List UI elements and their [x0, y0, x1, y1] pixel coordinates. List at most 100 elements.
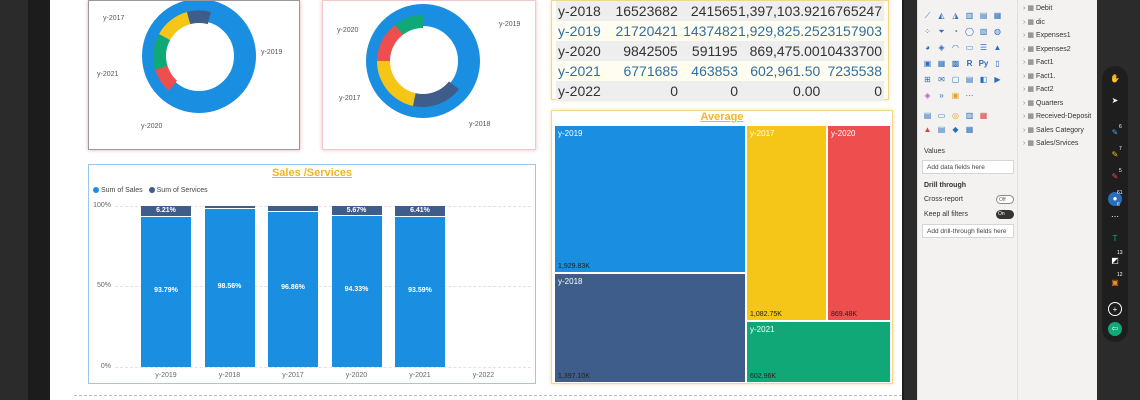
pointer-icon[interactable]: ➤ [1111, 96, 1119, 105]
legend-item-sales[interactable]: Sum of Sales [93, 187, 143, 194]
kpi-icon[interactable]: ▲ [993, 43, 1002, 52]
custom-visual-icon[interactable]: ◆ [952, 125, 959, 134]
sales-services-chart[interactable]: Sales /Services Sum of Sales Sum of Serv… [88, 164, 536, 384]
custom-visual-icon[interactable]: ◎ [952, 111, 959, 120]
chevron-right-icon[interactable]: › [1023, 45, 1026, 53]
bar-segment-services[interactable]: 5.67% [331, 206, 382, 216]
data-table[interactable]: y-2018 16523682 241565 1,397,103.92 1676… [551, 0, 889, 101]
qa-icon[interactable]: ✉ [938, 75, 945, 84]
multirow-card-icon[interactable]: ☰ [979, 43, 988, 52]
bar-segment-services[interactable] [268, 206, 318, 212]
stacked-bar[interactable]: 96.86% [268, 206, 318, 367]
field-table-item[interactable]: › ▦ Sales Category [1023, 126, 1084, 134]
legend-item-services[interactable]: Sum of Services [148, 187, 208, 194]
table-icon[interactable]: ▦ [937, 59, 946, 68]
pen-red-icon[interactable]: ✎ [1111, 172, 1119, 181]
keep-all-filters-toggle[interactable]: On [996, 210, 1014, 219]
bar-segment-services[interactable]: 6.41% [395, 206, 445, 217]
add-icon[interactable]: + [1108, 302, 1122, 316]
narrative-icon[interactable]: ▢ [951, 75, 960, 84]
field-table-item[interactable]: › ▦ Received-Deposit [1023, 112, 1091, 120]
donut-chart-left[interactable]: y-2017 y-2019 y-2021 y-2020 [88, 0, 300, 150]
stacked-area-icon[interactable]: ◮ [952, 11, 959, 20]
stacked-bar[interactable]: 5.67% 94.33% [331, 206, 382, 367]
field-table-item[interactable]: › ▦ Fact1 [1023, 58, 1053, 66]
bar-segment-sales[interactable]: 94.33% [331, 216, 382, 367]
chevron-right-icon[interactable]: › [1023, 5, 1026, 12]
custom-visual-icon[interactable]: ▥ [965, 111, 974, 120]
custom-visual-icon[interactable]: ▤ [923, 111, 932, 120]
map-icon[interactable]: ◍ [994, 27, 1001, 36]
combo-chart-icon[interactable]: ▥ [965, 11, 974, 20]
eraser-icon[interactable]: ◩ [1111, 256, 1119, 265]
field-table-item[interactable]: › ▦ Debit [1023, 4, 1052, 12]
stacked-bar[interactable]: 6.41% 93.59% [395, 206, 445, 367]
scatter-icon[interactable]: ⁘ [924, 27, 931, 36]
chevron-right-icon[interactable]: › [1023, 86, 1026, 93]
chevron-right-icon[interactable]: › [1023, 99, 1026, 107]
waterfall-icon[interactable]: ▦ [993, 11, 1002, 20]
bar-segment-services[interactable]: 6.21% [141, 206, 191, 216]
trophy-icon[interactable]: ▣ [951, 91, 960, 100]
drill-through-well[interactable]: Add drill-through fields here [922, 224, 1014, 238]
custom-visual-icon[interactable]: ▭ [937, 111, 946, 120]
funnel-icon[interactable]: ⏷ [938, 27, 945, 36]
treemap-icon[interactable]: ▧ [979, 27, 988, 36]
treemap-tile[interactable]: y-2021 602.96K [746, 321, 891, 383]
python-visual-icon[interactable]: Py [978, 59, 989, 68]
stacked-bar[interactable]: 98.56% [204, 206, 255, 367]
pen-blue-icon[interactable]: ✎ [1111, 128, 1119, 137]
cross-report-toggle[interactable]: Off [996, 195, 1014, 204]
gauge-icon[interactable]: ◠ [952, 43, 959, 52]
values-well[interactable]: Add data fields here [922, 160, 1014, 174]
shape-icon[interactable]: ▣ [1111, 278, 1119, 287]
treemap-tile[interactable]: y-2019 1,929.83K [554, 125, 746, 273]
chevron-right-icon[interactable]: › [1023, 140, 1026, 147]
custom-visual-icon[interactable]: ▲ [923, 125, 932, 134]
area-chart-icon[interactable]: ◭ [938, 11, 945, 20]
marker-icon[interactable]: ● [1108, 192, 1122, 206]
donut-chart-right[interactable]: y-2019 y-2020 y-2017 y-2018 [322, 0, 536, 150]
slicer-icon[interactable]: ▣ [923, 59, 932, 68]
field-table-item[interactable]: › ▦ Expenses1 [1023, 31, 1071, 39]
treemap-tile[interactable]: y-2018 1,397.10K [554, 273, 746, 383]
bar-segment-sales[interactable]: 96.86% [268, 212, 318, 367]
chevron-right-icon[interactable]: › [1023, 18, 1026, 26]
power-automate-icon[interactable]: ▶ [994, 75, 1001, 84]
card-icon[interactable]: ▭ [965, 43, 974, 52]
decomposition-tree-icon[interactable]: ⊞ [924, 75, 931, 84]
custom-visual-icon[interactable]: ▤ [937, 125, 946, 134]
field-table-item[interactable]: › ▦ dic [1023, 18, 1045, 26]
donut-chart-icon[interactable]: ◯ [965, 27, 974, 36]
chevron-visual-icon[interactable]: » [939, 91, 944, 100]
field-table-item[interactable]: › ▦ Quarters [1023, 99, 1063, 107]
r-visual-icon[interactable]: R [966, 59, 973, 68]
stacked-bar[interactable]: 6.21% 93.79% [141, 206, 191, 367]
chevron-right-icon[interactable]: › [1023, 126, 1026, 134]
pen-yellow-icon[interactable]: ✎ [1111, 150, 1119, 159]
chevron-right-icon[interactable]: › [1023, 72, 1026, 80]
bar-segment-sales[interactable]: 93.59% [395, 217, 445, 367]
exit-icon[interactable]: ⇦ [1108, 322, 1122, 336]
diamond-icon[interactable]: ◈ [924, 91, 931, 100]
text-icon[interactable]: T [1112, 234, 1118, 243]
field-table-item[interactable]: › ▦ Fact1. [1023, 72, 1055, 80]
treemap-tile[interactable]: y-2017 1,082.75K [746, 125, 827, 321]
filled-map-icon[interactable]: ◕ [925, 43, 930, 52]
chevron-right-icon[interactable]: › [1023, 32, 1026, 39]
matrix-icon[interactable]: ▩ [951, 59, 960, 68]
bar-segment-sales[interactable]: 98.56% [204, 209, 255, 367]
key-influencers-icon[interactable]: ▯ [995, 59, 1000, 68]
hand-icon[interactable]: ✋ [1110, 74, 1120, 83]
custom-visual-icon[interactable]: ▦ [979, 111, 988, 120]
field-table-item[interactable]: › ▦ Fact2 [1023, 85, 1053, 93]
paginated-report-icon[interactable]: ▤ [965, 75, 974, 84]
custom-visual-icon[interactable]: ▦ [965, 125, 974, 134]
average-treemap[interactable]: Average y-2019 1,929.83K y-2018 1,397.10… [551, 110, 893, 384]
pie-chart-icon[interactable]: ◔ [953, 27, 958, 36]
treemap-tile[interactable]: y-2020 869.48K [827, 125, 891, 321]
ribbon-chart-icon[interactable]: ▤ [979, 11, 988, 20]
field-table-item[interactable]: › ▦ Expenses2 [1023, 45, 1071, 53]
field-table-item[interactable]: › ▦ Sales/Srvices [1023, 139, 1078, 147]
chevron-right-icon[interactable]: › [1023, 59, 1026, 66]
